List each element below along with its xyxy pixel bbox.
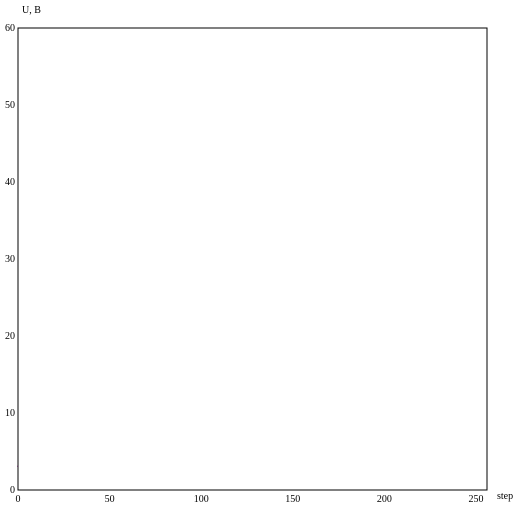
x-tick-label: 50: [105, 494, 115, 505]
x-tick-label: 0: [16, 494, 21, 505]
y-tick-label: 60: [5, 23, 15, 34]
x-tick-label: 100: [194, 494, 209, 505]
y-tick-label: 0: [10, 485, 15, 496]
x-tick-label: 200: [377, 494, 392, 505]
y-tick-label: 30: [5, 254, 15, 265]
y-axis-label: U, B: [22, 5, 41, 16]
y-tick-label: 50: [5, 100, 15, 111]
y-tick-label: 10: [5, 408, 15, 419]
x-tick-label: 150: [285, 494, 300, 505]
y-tick-label: 40: [5, 177, 15, 188]
x-tick-label: 250: [469, 494, 484, 505]
plot-frame: [17, 27, 488, 491]
y-tick-label: 20: [5, 331, 15, 342]
x-axis-label: step: [497, 491, 513, 502]
